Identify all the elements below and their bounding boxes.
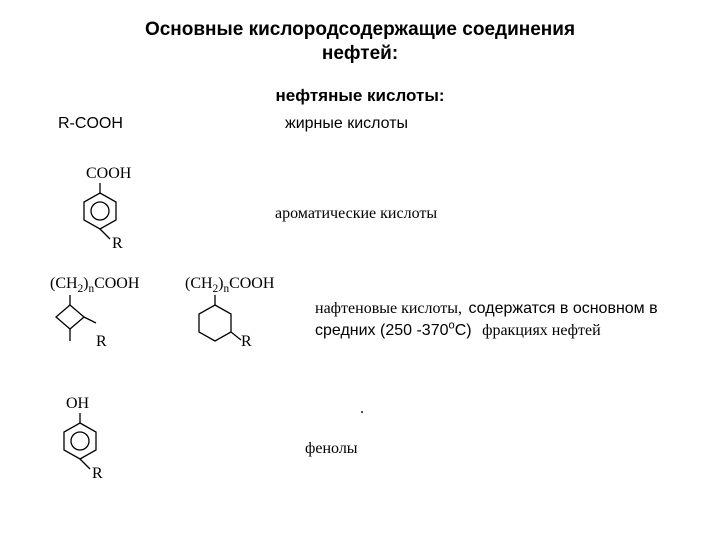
cyclopentane-icon <box>50 293 120 355</box>
desc-b: содержатся в основном в <box>469 300 658 317</box>
stray-dot: . <box>360 400 364 418</box>
label-fatty-acids: жирные кислоты <box>285 115 408 133</box>
r-label-4: R <box>92 465 103 483</box>
label-text-2: ароматические кислоты <box>275 205 437 222</box>
formula-rcooh: R-COOH <box>58 115 123 133</box>
label-phenols: фенолы <box>305 440 358 458</box>
benzene-ring-icon <box>72 181 132 253</box>
title-line-2: нефтей: <box>322 43 398 64</box>
desc-d: фракциях нефтей <box>482 322 601 339</box>
r-label-3a: R <box>96 333 107 351</box>
phenol-ring-icon <box>58 411 118 489</box>
label-text-4: фенолы <box>305 440 358 457</box>
desc-c: средних (250 -370oC) <box>315 322 476 339</box>
label-aromatic-acids: ароматические кислоты <box>275 205 437 223</box>
r-label-3b: R <box>241 333 252 351</box>
page-title: Основные кислородсодержащие соединения н… <box>0 0 720 66</box>
label-naphthenic-acids: нафтеновые кислоты, содержатся в основно… <box>315 300 715 340</box>
desc-a: нафтеновые кислоты, <box>315 300 462 317</box>
cyclohexane-icon <box>191 293 251 363</box>
title-line-1: Основные кислородсодержащие соединения <box>145 19 575 40</box>
formula-text-1: R-COOH <box>58 115 123 132</box>
subtitle: нефтяные кислоты: <box>0 86 720 106</box>
r-label-2: R <box>112 235 123 253</box>
label-text-1: жирные кислоты <box>285 115 408 132</box>
